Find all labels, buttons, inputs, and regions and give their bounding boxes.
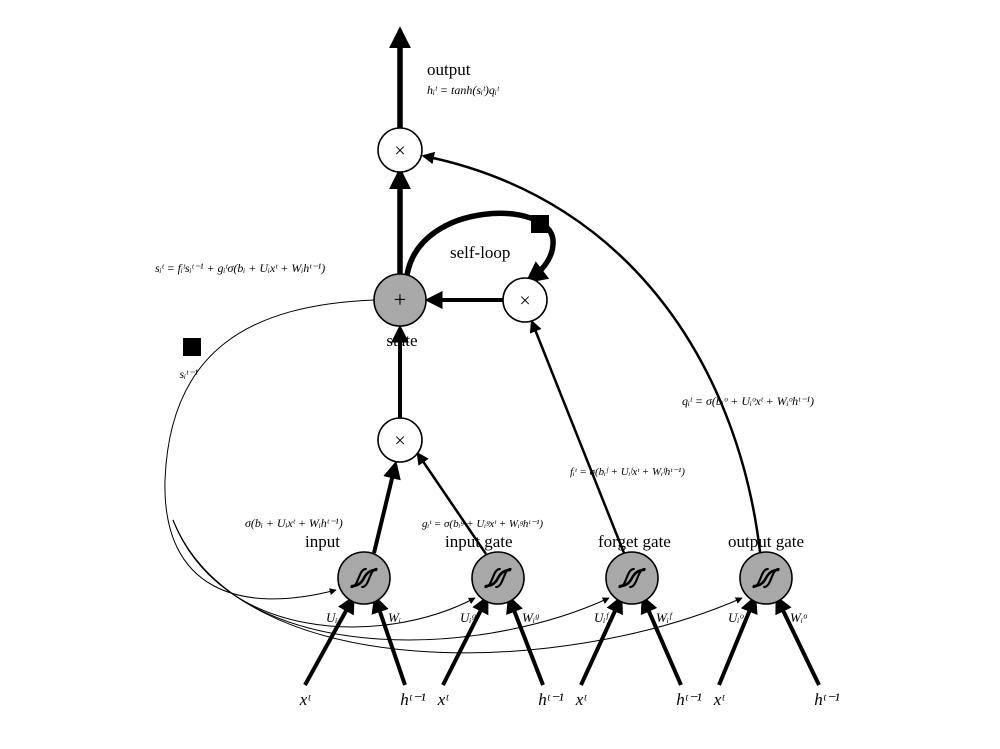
wl-g-U: Uᵢᵍ <box>460 610 476 625</box>
label-x-2: xᵗ <box>575 690 588 709</box>
self-loop-marker <box>531 215 549 233</box>
edge-forget-to-loopmul <box>532 322 624 553</box>
eq-forget-gate: fᵢᵗ = σ(bᵢᶠ + Uᵢᶠxᵗ + Wᵢᶠhᵗ⁻¹) <box>570 466 685 478</box>
eq-state: sᵢᵗ = fᵢᵗsᵢᵗ⁻¹ + gᵢᵗσ(bᵢ + Uᵢxᵗ + Wᵢhᵗ⁻¹… <box>155 261 325 275</box>
node-input-gate <box>472 552 524 604</box>
edge-input-to-inmul <box>374 466 395 553</box>
label-h-1: hᵗ⁻¹ <box>538 690 563 709</box>
svg-text:×: × <box>394 140 405 162</box>
label-h-0: hᵗ⁻¹ <box>400 690 425 709</box>
node-output-multiply: × <box>378 128 422 172</box>
svg-text:×: × <box>519 290 530 312</box>
svg-text:+: + <box>394 287 406 312</box>
eq-output-gate: qᵢᵗ = σ(bᵢᵒ + Uᵢᵒxᵗ + Wᵢᵒhᵗ⁻¹) <box>682 394 814 408</box>
label-x-0: xᵗ <box>299 690 312 709</box>
label-forget-gate: forget gate <box>598 532 671 551</box>
label-self-loop: self-loop <box>450 243 510 262</box>
wl-f-W: Wᵢᶠ <box>656 610 673 625</box>
label-output: output <box>427 60 471 79</box>
wl-f-U: Uᵢᶠ <box>594 610 609 625</box>
eq-input-gate: gᵢᵗ = σ(bᵢᵍ + Uᵢᵍxᵗ + Wᵢᵍhᵗ⁻¹) <box>422 518 543 530</box>
wl-input-W: Wᵢ <box>388 610 401 625</box>
node-output-gate <box>740 552 792 604</box>
label-input: input <box>305 532 340 551</box>
wl-o-U: Uᵢᵒ <box>728 610 744 625</box>
svg-text:×: × <box>394 430 405 452</box>
node-state: + <box>374 274 426 326</box>
label-input-gate: input gate <box>445 532 513 551</box>
label-h-2: hᵗ⁻¹ <box>676 690 701 709</box>
node-input <box>338 552 390 604</box>
wl-o-W: Wᵢᵒ <box>790 610 808 625</box>
label-output-gate: output gate <box>728 532 804 551</box>
node-input-multiply: × <box>378 418 422 462</box>
wl-input-U: Uᵢ <box>326 610 337 625</box>
eq-output: hᵢᵗ = tanh(sᵢᵗ)qᵢᵗ <box>427 83 500 97</box>
label-h-3: hᵗ⁻¹ <box>814 690 839 709</box>
eq-input: σ(bᵢ + Uᵢxᵗ + Wᵢhᵗ⁻¹) <box>245 516 343 530</box>
eq-s-prev: sᵢᵗ⁻¹ <box>179 367 198 381</box>
wl-g-W: Wᵢᵍ <box>522 610 540 625</box>
node-forget-gate <box>606 552 658 604</box>
state-feedback-marker <box>183 338 201 356</box>
label-x-1: xᵗ <box>437 690 450 709</box>
label-state: state <box>386 331 417 350</box>
node-loop-multiply: × <box>503 278 547 322</box>
label-x-3: xᵗ <box>713 690 726 709</box>
